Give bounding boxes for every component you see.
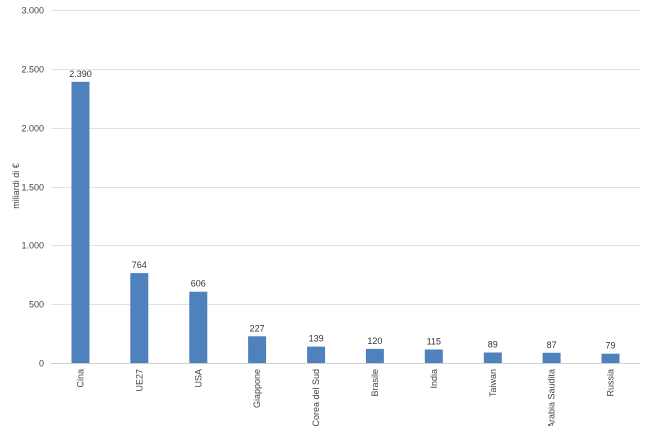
data-labels: 2.390 764 606 227 139 120 115 89 87 79 [69,69,615,351]
data-label: 87 [547,340,557,350]
data-label: 115 [427,337,441,347]
bar [542,352,561,363]
bar [424,349,443,363]
bar [248,336,267,363]
data-label: 79 [605,341,615,351]
y-tick-label: 0 [39,359,44,369]
bars [71,81,620,364]
bar [307,346,326,363]
y-tick-labels: 0 500 1.000 1.500 2.000 2.500 3.000 [21,6,44,369]
y-tick-label: 3.000 [21,6,44,16]
data-label: 89 [488,340,498,350]
y-tick-label: 2.500 [21,65,44,75]
bar [483,352,502,363]
data-label: 227 [250,323,265,333]
y-tick-label: 500 [29,300,44,310]
x-tick-label: Arabia Saudita [547,369,557,426]
data-label: 139 [309,334,324,344]
gridlines [51,10,640,364]
x-tick-label: Russia [606,369,616,397]
data-label: 120 [367,336,382,346]
data-label: 606 [191,279,206,289]
x-tick-label: USA [193,369,203,388]
bar [601,353,620,363]
data-label: 764 [132,260,147,270]
y-tick-label: 1.000 [21,241,44,251]
bar [71,81,90,364]
x-tick-labels: Cina UE27 USA Giappone Corea del Sud Brasile I… [76,369,616,426]
x-tick-label: India [429,369,439,389]
x-tick-label: Giappone [252,369,262,408]
x-tick-label: Corea del Sud [311,369,321,426]
bar [365,348,384,363]
bar [130,273,149,363]
x-tick-label: UE27 [134,369,144,392]
bar [189,291,208,363]
y-axis-title: miliardi di € [11,163,21,209]
x-tick-label: Cina [76,369,86,388]
data-label: 2.390 [69,69,92,79]
x-tick-label: Taiwan [488,369,498,397]
y-tick-label: 2.000 [21,124,44,134]
y-tick-label: 1.500 [21,183,44,193]
x-tick-label: Brasile [370,369,380,397]
